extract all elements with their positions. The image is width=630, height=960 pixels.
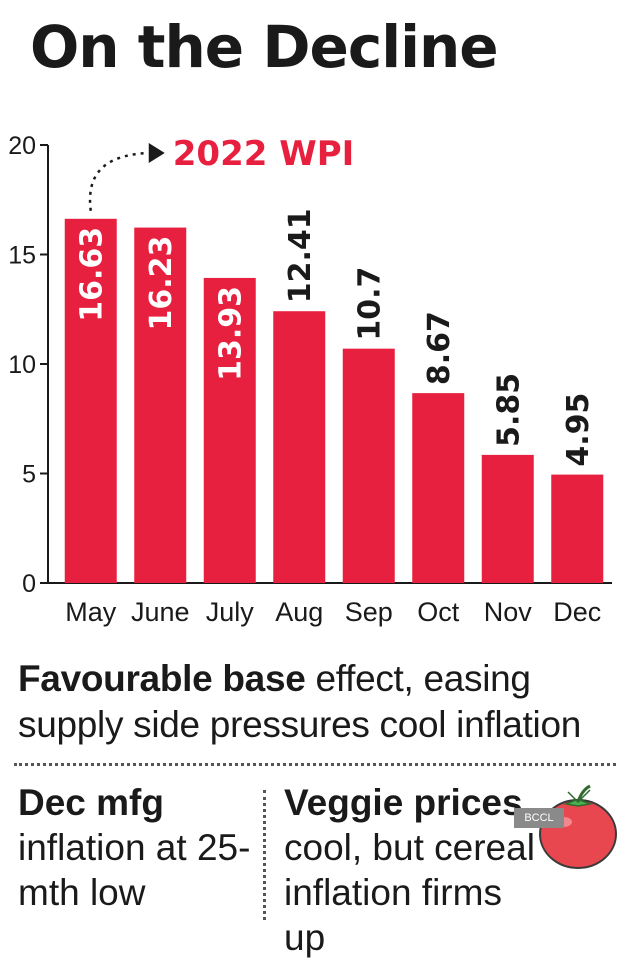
bar bbox=[134, 227, 187, 584]
x-tick-label: June bbox=[131, 597, 190, 627]
annotation-arrow-line bbox=[88, 151, 149, 211]
annotation-label: 2022 WPI bbox=[173, 134, 355, 174]
y-tick-label: 15 bbox=[8, 242, 36, 270]
bar-chart: 0 5 10 15 20 May June July Aug Sep Oct Nov Dec 16.63… bbox=[8, 132, 612, 627]
right-note-text: cool, but cereal inflation firms up bbox=[284, 827, 535, 958]
left-note: Dec mfg inflation at 25-mth low bbox=[18, 780, 258, 915]
data-label: 10.7 bbox=[353, 267, 388, 341]
right-note-lead: Veggie prices bbox=[284, 782, 523, 823]
y-tick-label: 10 bbox=[8, 351, 36, 379]
y-tick-label: 5 bbox=[22, 461, 36, 489]
annotation-arrow-head bbox=[148, 143, 165, 163]
x-tick-label: July bbox=[206, 597, 255, 627]
left-note-text: inflation at 25-mth low bbox=[18, 827, 251, 913]
data-label: 5.85 bbox=[492, 373, 527, 447]
y-tick-label: 20 bbox=[8, 132, 36, 160]
watermark: BCCL bbox=[514, 808, 564, 828]
bar bbox=[64, 218, 117, 583]
x-tick-label: Sep bbox=[345, 597, 393, 627]
vertical-divider bbox=[263, 790, 266, 920]
data-label: 8.67 bbox=[422, 311, 457, 385]
left-note-lead: Dec mfg bbox=[18, 782, 164, 823]
bar bbox=[342, 348, 395, 583]
bar bbox=[412, 393, 465, 583]
headline-bold: Favourable base bbox=[18, 658, 306, 699]
data-label: 13.93 bbox=[214, 286, 249, 381]
data-label: 16.63 bbox=[75, 227, 110, 322]
headline-rest: effect, easing supply side pressures coo… bbox=[18, 658, 582, 745]
axes: 0 5 10 15 20 May June July Aug Sep Oct Nov Dec bbox=[8, 132, 612, 627]
data-label: 16.23 bbox=[144, 236, 179, 331]
data-label: 4.95 bbox=[561, 393, 596, 467]
y-tick-label: 0 bbox=[22, 570, 36, 598]
horizontal-divider bbox=[14, 763, 616, 766]
bar bbox=[273, 311, 326, 583]
x-tick-label: May bbox=[65, 597, 117, 627]
x-tick-label: Aug bbox=[275, 597, 323, 627]
data-label: 12.41 bbox=[283, 208, 318, 303]
bar bbox=[481, 454, 534, 583]
headline: Favourable base effect, easing supply si… bbox=[18, 656, 618, 748]
bar bbox=[203, 277, 256, 583]
x-tick-label: Dec bbox=[553, 597, 601, 627]
annotation: 2022 WPI bbox=[88, 134, 355, 211]
chart-title: On the Decline bbox=[30, 13, 499, 81]
x-tick-label: Nov bbox=[484, 597, 533, 627]
x-tick-label: Oct bbox=[417, 597, 460, 627]
bar bbox=[551, 474, 604, 583]
bars: 16.63 16.23 13.93 12.41 10.7 8.67 5.85 4.95 bbox=[64, 208, 604, 584]
